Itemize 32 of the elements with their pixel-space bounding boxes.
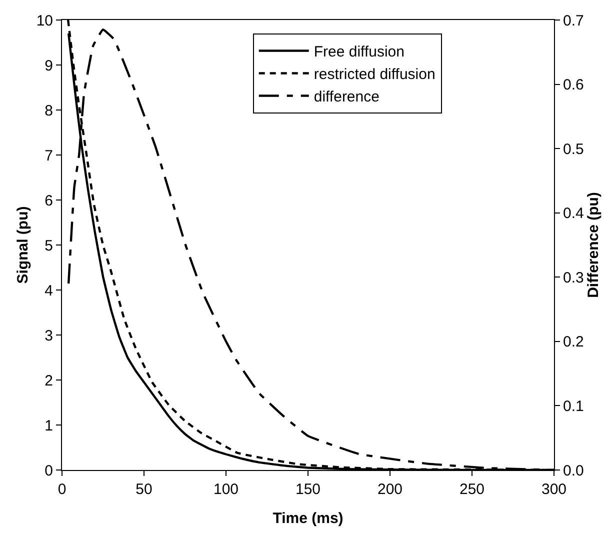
y-tick-label: 8: [44, 102, 53, 120]
x-tick-label: 150: [295, 481, 321, 498]
y2-tick-label: 0.6: [563, 76, 584, 94]
y-tick-label: 5: [44, 237, 53, 254]
y-tick-label: 10: [36, 12, 53, 30]
y-tick-label: 2: [44, 372, 53, 390]
x-tick-label: 250: [459, 481, 485, 498]
legend-label: restricted diffusion: [314, 66, 436, 84]
y2-tick-label: 0.1: [563, 398, 584, 415]
y2-tick-label: 0.4: [563, 205, 584, 222]
x-tick-label: 50: [136, 481, 152, 498]
y2-tick-label: 0.2: [563, 334, 584, 351]
y2-tick-label: 0.3: [563, 269, 584, 286]
y-tick-label: 3: [44, 327, 53, 344]
legend-label: Free diffusion: [314, 44, 404, 61]
x-tick-label: 200: [377, 481, 403, 498]
x-axis-title: Time (ms): [272, 510, 344, 527]
y-axis-title: Signal (pu): [14, 206, 32, 284]
y-tick-label: 0: [44, 462, 53, 480]
y2-tick-label: 0.0: [563, 462, 584, 480]
x-tick-label: 100: [213, 481, 239, 498]
y-tick-label: 1: [44, 417, 53, 434]
y-tick-label: 6: [44, 192, 53, 210]
y-tick-label: 4: [44, 282, 53, 300]
y2-tick-label: 0.5: [563, 140, 584, 158]
y-tick-label: 9: [44, 57, 53, 74]
legend-label: difference: [314, 88, 380, 106]
y-tick-label: 7: [44, 147, 53, 164]
x-tick-label: 0: [58, 481, 66, 498]
y2-axis-title: Difference (pu): [584, 192, 602, 298]
x-tick-label: 300: [541, 481, 567, 498]
y2-tick-label: 0.7: [563, 12, 584, 30]
